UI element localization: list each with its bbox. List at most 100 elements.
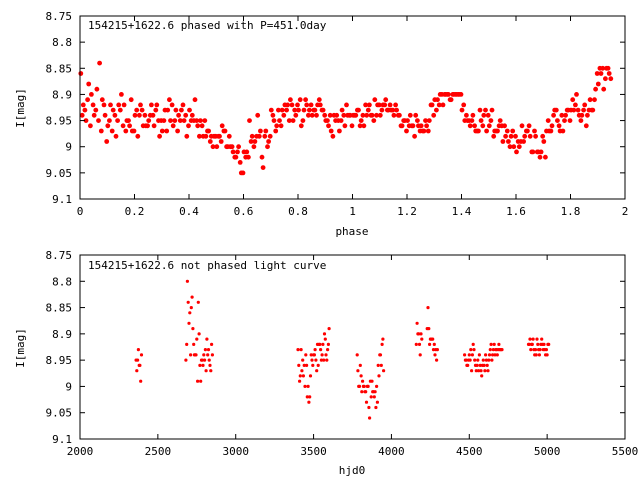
unphased-data-point — [484, 353, 488, 357]
unphased-data-point — [361, 379, 365, 383]
phased-data-point — [307, 107, 312, 113]
phased-data-point — [581, 107, 586, 113]
phased-data-point — [358, 118, 364, 123]
unphased-plot-frame — [79, 254, 626, 440]
unphased-x-axis-label: hjd0 — [339, 464, 366, 477]
unphased-data-point — [189, 306, 193, 310]
phased-data-point — [476, 128, 481, 134]
unphased-data-point — [298, 379, 302, 383]
phased-data-point — [249, 133, 255, 139]
unphased-data-point — [301, 358, 305, 362]
phased-data-point — [339, 107, 345, 113]
phased-data-point — [342, 123, 348, 129]
phased-data-point — [128, 97, 134, 103]
phased-data-point — [379, 107, 385, 113]
phased-data-point — [145, 123, 151, 129]
phased-data-point — [570, 97, 576, 103]
unphased-data-point — [373, 390, 377, 394]
phased-data-point — [383, 97, 389, 103]
unphased-data-point — [417, 342, 422, 346]
unphased-data-point — [203, 358, 207, 362]
phased-data-point — [202, 118, 208, 123]
phased-data-point — [394, 107, 399, 113]
phased-data-point — [360, 112, 366, 118]
phased-data-point — [251, 144, 257, 150]
phased-data-point — [415, 118, 420, 123]
phased-data-point — [104, 139, 110, 144]
unphased-data-point — [209, 369, 213, 373]
phased-data-point — [338, 118, 344, 123]
phased-data-point — [252, 139, 258, 144]
phased-data-point — [80, 102, 86, 108]
unphased-data-point — [210, 353, 214, 357]
phased-data-point — [556, 123, 562, 129]
unphased-data-point — [527, 342, 531, 346]
phased-data-point — [367, 102, 372, 108]
phased-data-point — [481, 112, 487, 118]
unphased-data-point — [324, 353, 328, 357]
phased-data-point — [139, 107, 145, 113]
phased-data-point — [495, 128, 500, 134]
phased-data-point — [600, 65, 606, 71]
phased-data-point — [112, 112, 118, 118]
phased-data-point — [571, 107, 577, 113]
phased-x-tick-label: 1.4 — [452, 205, 472, 218]
unphased-data-point — [534, 353, 538, 357]
phased-data-point — [390, 107, 396, 113]
unphased-data-point — [305, 395, 309, 399]
phased-y-tick-label: 9.05 — [46, 167, 73, 180]
unphased-data-point — [358, 363, 362, 367]
phased-data-point — [154, 102, 160, 108]
phased-data-point — [521, 139, 526, 144]
unphased-data-point — [419, 332, 423, 336]
phased-data-point — [126, 118, 131, 123]
phased-x-axis-label: phase — [335, 225, 368, 238]
phased-data-point — [361, 123, 367, 129]
unphased-data-point — [307, 400, 311, 404]
unphased-data-point — [139, 353, 144, 357]
unphased-data-point — [298, 374, 302, 378]
phased-data-point — [598, 71, 604, 76]
phased-data-point — [391, 112, 397, 118]
unphased-data-point — [206, 348, 211, 352]
phased-data-point — [446, 92, 451, 97]
phased-data-point — [168, 118, 173, 123]
phased-data-point — [284, 107, 289, 113]
phased-data-point — [316, 97, 322, 103]
unphased-y-tick-label: 8.8 — [52, 275, 72, 288]
unphased-data-point — [326, 348, 330, 352]
phased-data-point — [108, 102, 113, 108]
phased-data-point — [109, 128, 115, 134]
phased-data-point — [541, 139, 547, 144]
unphased-data-point — [208, 363, 212, 367]
phased-data-point — [412, 133, 417, 139]
unphased-data-point — [306, 384, 310, 388]
phased-data-point — [260, 165, 266, 171]
phased-data-point — [353, 112, 359, 118]
unphased-data-point — [493, 353, 497, 357]
phased-data-point — [263, 128, 269, 134]
unphased-y-tick-label: 9.05 — [46, 407, 73, 420]
unphased-data-point — [427, 327, 431, 331]
phased-data-point — [266, 139, 271, 144]
phased-data-point — [219, 123, 225, 129]
phased-x-tick-label: 0.4 — [179, 205, 199, 218]
unphased-y-tick-label: 9.1 — [52, 433, 72, 446]
unphased-data-point — [476, 358, 480, 362]
unphased-data-point — [473, 358, 477, 362]
phased-data-point — [150, 112, 156, 118]
unphased-data-point — [356, 369, 360, 373]
unphased-data-point — [435, 348, 439, 352]
phased-data-point — [484, 128, 489, 134]
unphased-data-point — [414, 342, 418, 346]
phased-data-point — [98, 128, 104, 134]
phased-data-point — [101, 102, 107, 108]
unphased-data-point — [136, 348, 140, 352]
phased-data-point — [91, 112, 97, 118]
phased-data-point — [110, 107, 116, 113]
unphased-y-tick-label: 8.75 — [46, 249, 73, 262]
phased-data-point — [486, 123, 492, 129]
phased-data-point — [214, 144, 220, 150]
unphased-data-point — [530, 342, 534, 346]
phased-x-tick-label: 1 — [349, 205, 356, 218]
